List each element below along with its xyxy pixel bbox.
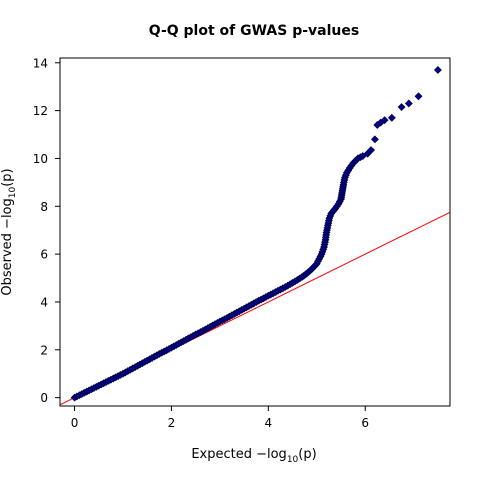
x-tick-label: 0 [71, 416, 79, 430]
x-tick-label: 6 [361, 416, 369, 430]
x-axis-label-prefix: Expected −log [191, 447, 287, 462]
x-axis-label-subscript: 10 [287, 455, 299, 465]
y-axis-label-subscript: 10 [8, 187, 18, 199]
data-point [397, 103, 406, 111]
chart-title: Q-Q plot of GWAS p-values [149, 23, 359, 39]
y-tick-label: 4 [40, 295, 48, 309]
x-axis-label: Expected −log10(p) [191, 447, 316, 465]
data-point [367, 146, 375, 155]
data-point [380, 116, 389, 125]
plot-frame [59, 57, 451, 407]
y-axis-ticks: 0 2 4 6 8 10 12 14 [33, 56, 60, 405]
x-axis-label-suffix: (p) [298, 447, 316, 462]
y-tick-label: 6 [40, 248, 48, 262]
y-tick-label: 0 [40, 391, 48, 405]
y-tick-label: 12 [33, 104, 48, 118]
y-tick-label: 8 [40, 200, 48, 214]
x-axis-ticks: 0 2 4 6 [71, 406, 369, 430]
data-point [370, 135, 379, 144]
y-tick-label: 14 [33, 56, 48, 70]
y-axis-label-prefix: Observed −log [0, 198, 15, 295]
x-tick-label: 2 [168, 416, 176, 430]
data-point [433, 66, 442, 74]
y-tick-label: 2 [40, 343, 48, 357]
data-point [414, 92, 423, 101]
data-points [70, 66, 442, 402]
x-tick-label: 4 [265, 416, 273, 430]
y-axis-label: Observed −log10(p) [0, 168, 18, 295]
data-point [404, 99, 413, 108]
data-point [387, 113, 396, 122]
y-tick-label: 10 [33, 152, 48, 166]
y-axis-label-suffix: (p) [0, 168, 15, 186]
